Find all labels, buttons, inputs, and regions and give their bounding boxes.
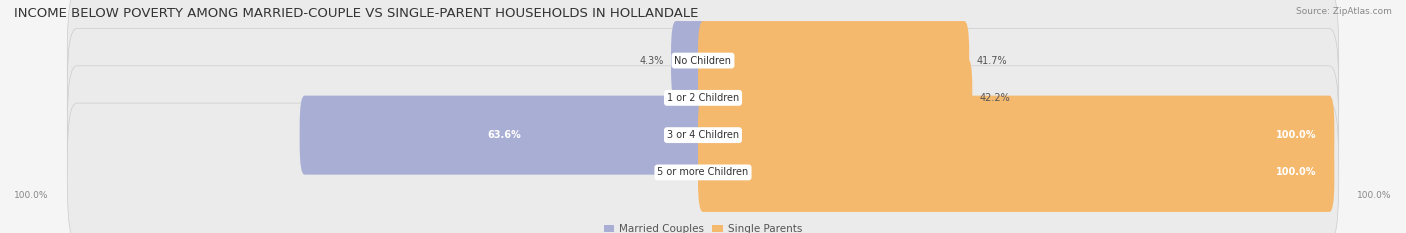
FancyBboxPatch shape	[697, 96, 1334, 175]
Text: 0.0%: 0.0%	[666, 93, 690, 103]
Text: 0.0%: 0.0%	[666, 168, 690, 177]
FancyBboxPatch shape	[67, 66, 1339, 205]
Text: 100.0%: 100.0%	[1277, 130, 1317, 140]
FancyBboxPatch shape	[697, 21, 969, 100]
Text: 100.0%: 100.0%	[14, 191, 49, 200]
Text: 41.7%: 41.7%	[977, 56, 1007, 65]
FancyBboxPatch shape	[671, 21, 709, 100]
Text: 3 or 4 Children: 3 or 4 Children	[666, 130, 740, 140]
Text: 1 or 2 Children: 1 or 2 Children	[666, 93, 740, 103]
Text: 100.0%: 100.0%	[1357, 191, 1392, 200]
Text: No Children: No Children	[675, 56, 731, 65]
Text: 63.6%: 63.6%	[486, 130, 520, 140]
FancyBboxPatch shape	[697, 58, 973, 137]
Text: INCOME BELOW POVERTY AMONG MARRIED-COUPLE VS SINGLE-PARENT HOUSEHOLDS IN HOLLAND: INCOME BELOW POVERTY AMONG MARRIED-COUPL…	[14, 7, 699, 20]
FancyBboxPatch shape	[67, 0, 1339, 130]
FancyBboxPatch shape	[67, 28, 1339, 167]
Text: Source: ZipAtlas.com: Source: ZipAtlas.com	[1296, 7, 1392, 16]
Text: 4.3%: 4.3%	[640, 56, 664, 65]
FancyBboxPatch shape	[67, 103, 1339, 233]
Legend: Married Couples, Single Parents: Married Couples, Single Parents	[599, 220, 807, 233]
Text: 42.2%: 42.2%	[980, 93, 1011, 103]
FancyBboxPatch shape	[299, 96, 709, 175]
Text: 5 or more Children: 5 or more Children	[658, 168, 748, 177]
Text: 100.0%: 100.0%	[1277, 168, 1317, 177]
FancyBboxPatch shape	[697, 133, 1334, 212]
